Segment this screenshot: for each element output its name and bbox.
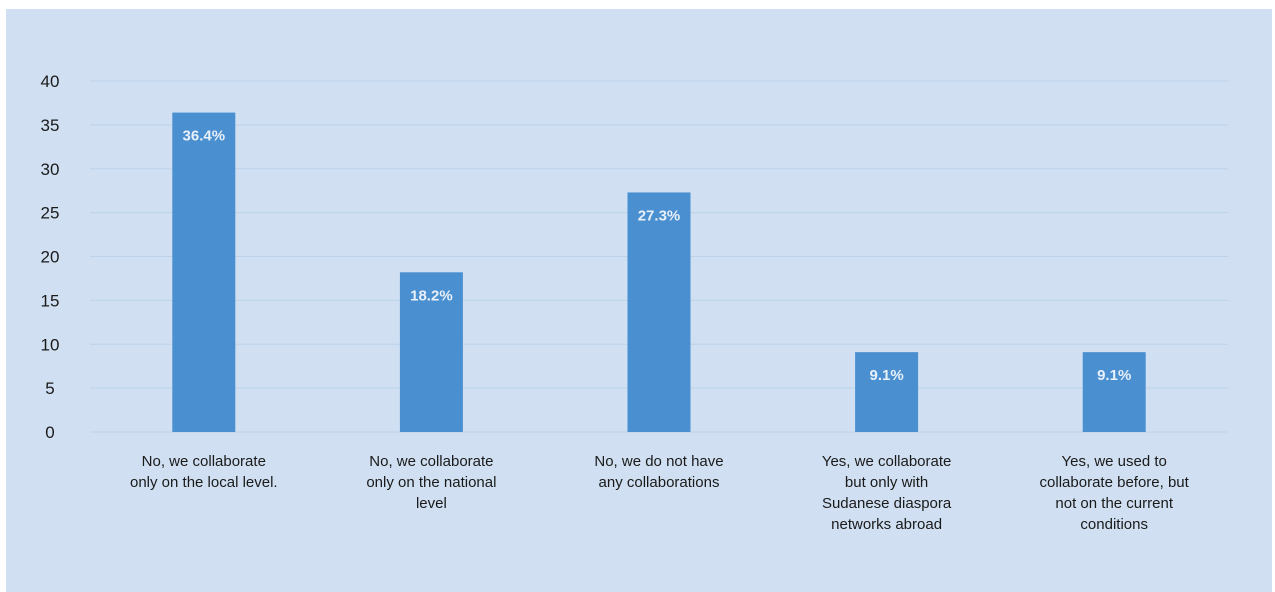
chart-panel: 0 5 10 15 20 25 30 35 40 36.4% 18.2% 27.3% 9.1% 9.1%… bbox=[6, 9, 1272, 592]
category-label-line: Yes, we used to bbox=[1062, 453, 1167, 470]
category-label: No, we collaborate only on the national le… bbox=[366, 453, 496, 512]
category-label: No, we collaborate only on the local leve… bbox=[130, 453, 278, 491]
x-axis-categories: No, we collaborate only on the local leve… bbox=[130, 453, 1190, 533]
bar bbox=[172, 112, 236, 432]
y-tick-label: 10 bbox=[41, 335, 60, 354]
category-label-line: only on the local level. bbox=[130, 474, 278, 491]
category-label-line: No, we collaborate bbox=[142, 453, 266, 470]
data-label: 9.1% bbox=[869, 367, 903, 384]
data-labels: 36.4% 18.2% 27.3% 9.1% 9.1% bbox=[183, 128, 1132, 385]
data-label: 27.3% bbox=[638, 207, 681, 224]
category-label: No, we do not have any collaborations bbox=[594, 453, 723, 491]
y-tick-label: 30 bbox=[41, 160, 60, 179]
category-label-line: Sudanese diaspora bbox=[822, 495, 952, 512]
y-tick-label: 35 bbox=[41, 116, 60, 135]
y-tick-label: 5 bbox=[45, 379, 54, 398]
y-tick-label: 40 bbox=[41, 72, 60, 91]
category-label-line: not on the current bbox=[1055, 495, 1173, 512]
data-label: 18.2% bbox=[410, 287, 453, 304]
category-label-line: conditions bbox=[1080, 516, 1148, 533]
category-label-line: Yes, we collaborate bbox=[822, 453, 952, 470]
bars bbox=[172, 112, 1146, 432]
category-label-line: but only with bbox=[845, 474, 928, 491]
category-label-line: collaborate before, but bbox=[1040, 474, 1190, 491]
y-tick-label: 25 bbox=[41, 204, 60, 223]
data-label: 36.4% bbox=[183, 128, 226, 145]
data-label: 9.1% bbox=[1097, 367, 1131, 384]
category-label-line: networks abroad bbox=[831, 516, 942, 533]
bar bbox=[855, 352, 919, 432]
bar bbox=[627, 192, 691, 432]
category-label-line: any collaborations bbox=[599, 474, 720, 491]
category-label-line: No, we do not have bbox=[594, 453, 723, 470]
y-tick-label: 0 bbox=[45, 423, 54, 442]
category-label: Yes, we used to collaborate before, but no… bbox=[1040, 453, 1190, 533]
bar-chart: 0 5 10 15 20 25 30 35 40 36.4% 18.2% 27.3% 9.1% 9.1%… bbox=[41, 72, 1228, 533]
category-label: Yes, we collaborate but only with Sudanese… bbox=[822, 453, 952, 533]
category-label-line: level bbox=[416, 495, 447, 512]
y-axis-ticks: 0 5 10 15 20 25 30 35 40 bbox=[41, 72, 60, 442]
category-label-line: No, we collaborate bbox=[369, 453, 493, 470]
bar bbox=[399, 272, 463, 432]
category-label-line: only on the national bbox=[366, 474, 496, 491]
y-tick-label: 15 bbox=[41, 291, 60, 310]
y-tick-label: 20 bbox=[41, 248, 60, 267]
bar bbox=[1082, 352, 1146, 432]
